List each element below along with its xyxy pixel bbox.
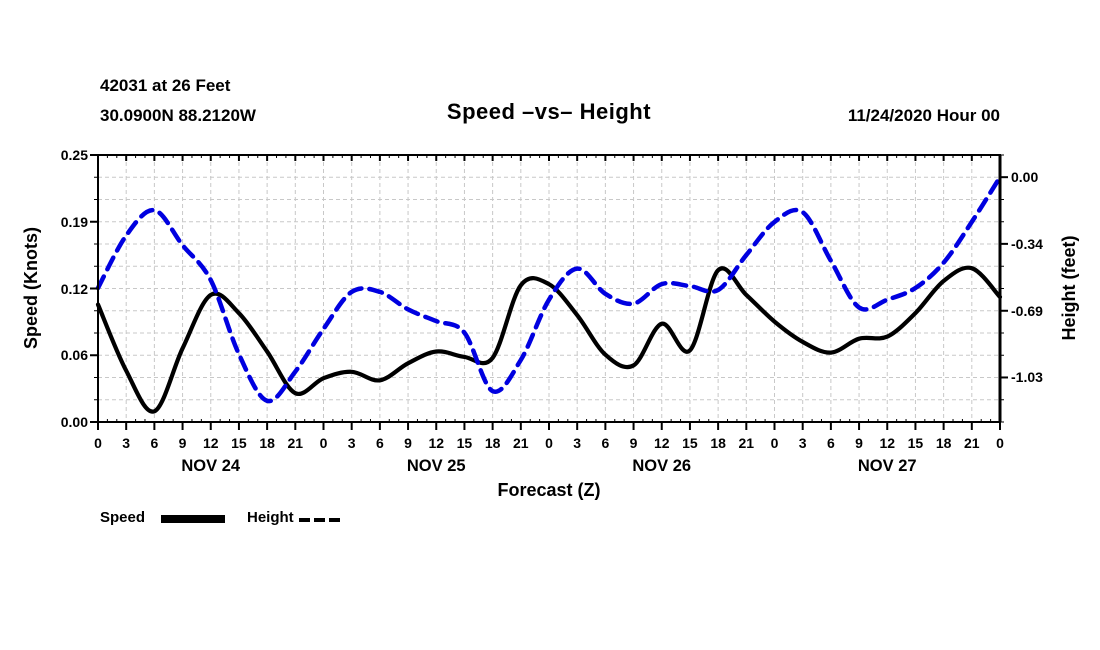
day-label: NOV 25 — [406, 457, 466, 475]
x-tick-label: 12 — [653, 435, 670, 451]
chart-title: Speed –vs– Height — [446, 99, 652, 124]
x-axis-title: Forecast (Z) — [497, 480, 601, 500]
day-label: NOV 26 — [632, 457, 692, 475]
x-tick-label: 12 — [202, 435, 219, 451]
speed-line — [95, 265, 1003, 414]
x-tick-label: 9 — [178, 435, 187, 451]
y2-tick-label: -0.34 — [1011, 235, 1043, 252]
y1-tick-label: 0.25 — [60, 147, 88, 163]
x-tick-label: 0 — [996, 435, 1004, 451]
y2-tick-label: 0.00 — [1011, 169, 1039, 186]
x-tick-label: 21 — [513, 435, 529, 451]
x-tick-label: 3 — [347, 435, 356, 451]
y2-tick-label: -1.03 — [1011, 369, 1043, 386]
day-label: NOV 27 — [857, 457, 917, 475]
x-tick-label: 0 — [545, 435, 553, 451]
x-tick-label: 9 — [629, 435, 638, 451]
x-tick-label: 21 — [964, 435, 980, 451]
x-tick-label: 6 — [150, 435, 159, 451]
x-tick-label: 9 — [404, 435, 412, 451]
legend-label-height: Height — [247, 509, 294, 526]
x-tick-label: 0 — [94, 435, 102, 451]
height-line — [95, 174, 1003, 404]
x-tick-label: 15 — [456, 435, 473, 451]
x-tick-label: 9 — [855, 435, 863, 451]
x-tick-label: 0 — [319, 435, 328, 451]
x-tick-label: 15 — [231, 435, 247, 451]
x-tick-label: 18 — [484, 435, 501, 451]
forecast-datetime-label: 11/24/2020 Hour 00 — [847, 106, 1000, 125]
station-id-label: 42031 at 26 Feet — [100, 76, 231, 95]
x-tick-label: 12 — [428, 435, 445, 451]
x-tick-label: 15 — [907, 435, 924, 451]
y1-tick-label: 0.06 — [60, 347, 88, 364]
x-tick-label: 6 — [826, 435, 835, 451]
x-tick-label: 0 — [770, 435, 779, 451]
y1-tick-label: 0.00 — [60, 414, 88, 430]
x-tick-label: 15 — [682, 435, 698, 451]
x-tick-label: 3 — [798, 435, 807, 451]
x-tick-label: 3 — [122, 435, 131, 451]
x-tick-label: 6 — [375, 435, 384, 451]
legend-label-speed: Speed — [100, 509, 146, 526]
y2-tick-label: -0.69 — [1011, 302, 1043, 319]
x-tick-label: 21 — [738, 435, 755, 451]
station-coords-label: 30.0900N 88.2120W — [100, 106, 256, 125]
x-tick-label: 21 — [287, 435, 304, 451]
legend-swatch-height-line — [296, 515, 342, 524]
x-tick-label: 3 — [573, 435, 582, 451]
x-tick-label: 18 — [710, 435, 726, 451]
y1-tick-label: 0.12 — [60, 280, 88, 297]
x-tick-label: 6 — [601, 435, 610, 451]
legend-swatch-speed-line — [161, 515, 225, 523]
x-tick-label: 18 — [259, 435, 275, 451]
day-label: NOV 24 — [181, 457, 241, 475]
y1-tick-label: 0.19 — [60, 213, 88, 230]
x-tick-label: 18 — [935, 435, 952, 451]
x-tick-label: 12 — [879, 435, 896, 451]
